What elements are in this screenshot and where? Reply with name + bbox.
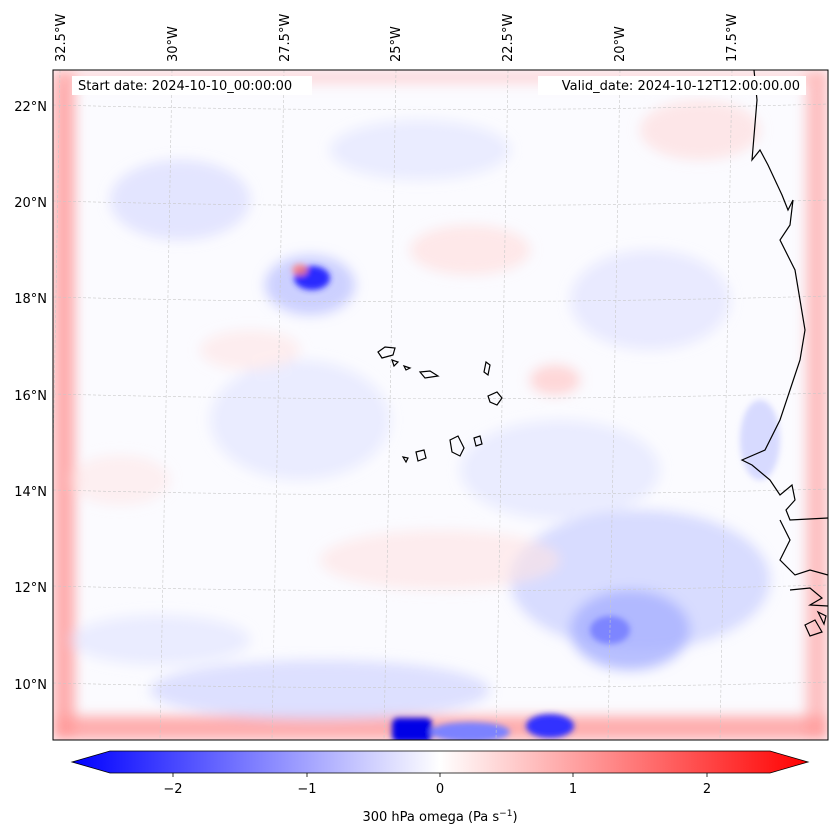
lon-label: 25°W [389, 26, 404, 62]
omega-field [53, 70, 828, 740]
valid-date-label: Valid_date: 2024-10-12T12:00:00.00 [562, 79, 800, 94]
colorbar: −2 −1 0 1 2 300 hPa omega (Pa s−1) [70, 750, 810, 825]
longitude-labels: 32.5°W 30°W 27.5°W 25°W 22.5°W 20°W 17.5… [54, 14, 740, 62]
colorbar-tick: 1 [569, 782, 577, 797]
lat-label: 12°N [14, 581, 47, 596]
colorbar-tick: −2 [163, 782, 182, 797]
lat-label: 20°N [14, 196, 47, 211]
lat-label: 18°N [14, 292, 47, 307]
start-date-label: Start date: 2024-10-10_00:00:00 [78, 79, 292, 94]
colorbar-tick: 0 [436, 782, 444, 797]
lat-label: 14°N [14, 485, 47, 500]
lon-label: 17.5°W [725, 14, 740, 62]
colorbar-label: 300 hPa omega (Pa s−1) [362, 809, 517, 825]
colorbar-bar [70, 750, 810, 774]
lon-label: 30°W [166, 26, 181, 62]
lon-label: 22.5°W [501, 14, 516, 62]
lon-label: 20°W [613, 26, 628, 62]
lon-label: 32.5°W [54, 14, 69, 62]
gridlines [53, 70, 828, 740]
latitude-labels: 22°N 20°N 18°N 16°N 14°N 12°N 10°N [14, 100, 47, 693]
lat-label: 16°N [14, 389, 47, 404]
lat-label: 22°N [14, 100, 47, 115]
colorbar-tick: 2 [703, 782, 711, 797]
coastline [740, 70, 828, 637]
lat-label: 10°N [14, 678, 47, 693]
lon-label: 27.5°W [278, 14, 293, 62]
map-border [52, 69, 829, 741]
colorbar-tick: −1 [297, 782, 316, 797]
islands [377, 346, 503, 464]
